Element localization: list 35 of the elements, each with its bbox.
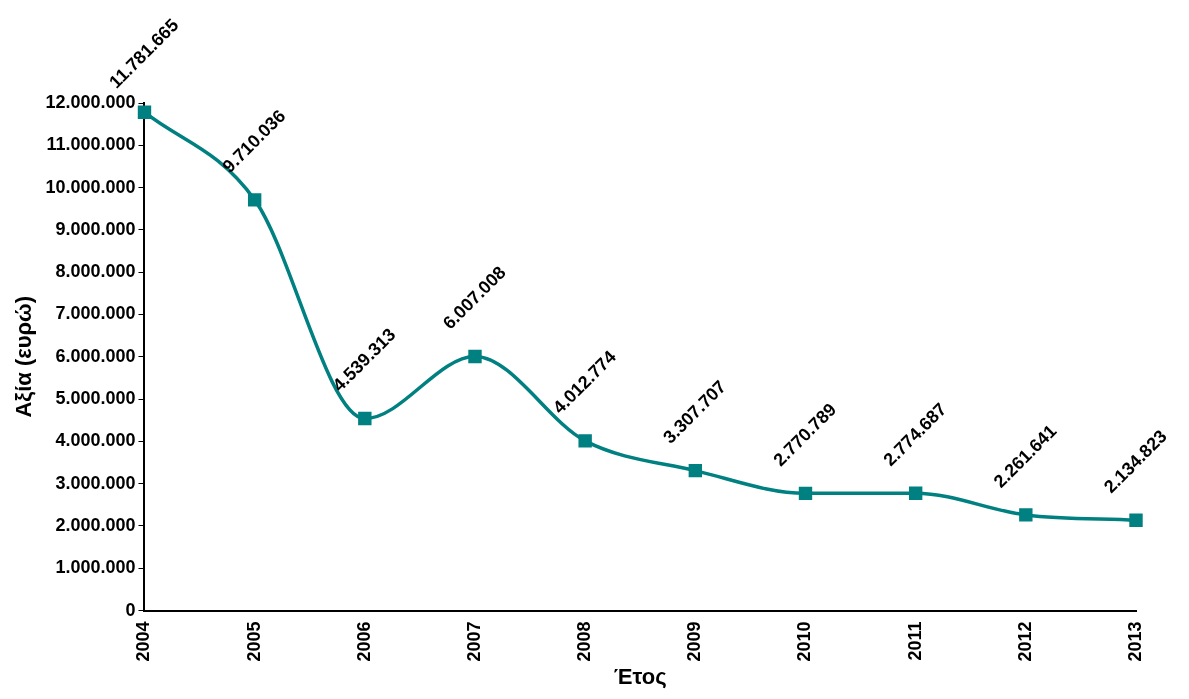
y-tick-label: 4.000.000 (55, 430, 136, 451)
x-tick-label: 2007 (463, 621, 484, 662)
y-tick-label: 7.000.000 (55, 303, 136, 324)
y-tick-label: 5.000.000 (55, 388, 136, 409)
y-tick-label: 3.000.000 (55, 472, 136, 493)
y-tick-label: 9.000.000 (55, 218, 136, 239)
y-tick-label: 8.000.000 (55, 261, 136, 282)
y-tick-label: 11.000.000 (46, 134, 136, 155)
y-axis-title: Αξία (ευρώ) (11, 296, 37, 418)
point (578, 434, 592, 448)
y-tick-label: 1.000.000 (55, 557, 136, 578)
y-tick-label: 6.000.000 (55, 345, 136, 366)
point (908, 486, 923, 500)
x-tick-label: 2004 (133, 621, 154, 662)
x-tick-label: 2008 (574, 621, 595, 662)
point (688, 463, 703, 478)
point (798, 486, 813, 501)
x-tick-label: 2011 (904, 621, 925, 661)
point (358, 411, 372, 426)
point (137, 105, 152, 119)
point (1019, 508, 1033, 522)
x-tick-label: 2012 (1014, 621, 1035, 662)
x-tick-label: 2005 (243, 621, 264, 662)
x-tick-label: 2009 (684, 621, 705, 662)
x-tick-label: 2006 (353, 621, 374, 662)
point (1129, 513, 1143, 527)
x-tick-label: 2010 (794, 621, 815, 662)
x-tick-label: 2013 (1124, 621, 1145, 662)
y-tick-label: 12.000.000 (45, 91, 136, 112)
y-tick-label: 2.000.000 (55, 514, 136, 535)
point (247, 193, 262, 207)
point (468, 349, 482, 364)
y-tick-label: 10.000.000 (45, 176, 136, 197)
y-tick-label: 0 (125, 599, 136, 620)
x-axis-title: Έτος (613, 663, 667, 689)
